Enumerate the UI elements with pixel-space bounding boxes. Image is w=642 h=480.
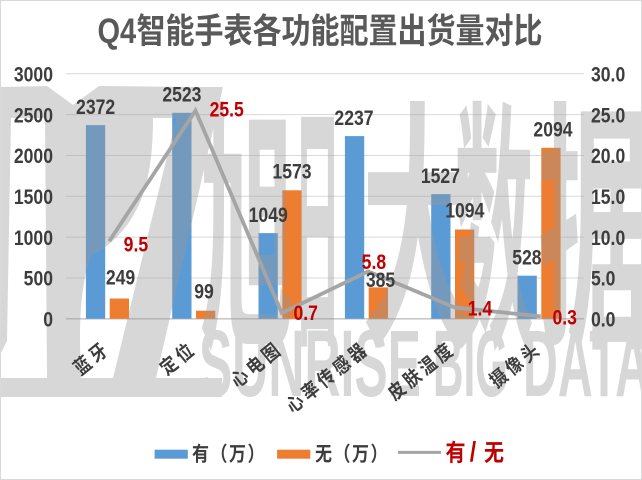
svg-text:1500: 1500 xyxy=(14,186,53,210)
svg-text:1527: 1527 xyxy=(421,165,460,189)
svg-text:30.0: 30.0 xyxy=(591,63,625,87)
svg-text:/: / xyxy=(470,437,476,467)
svg-text:DATA: DATA xyxy=(523,311,641,417)
svg-text:Q4: Q4 xyxy=(98,11,137,50)
svg-text:0: 0 xyxy=(43,308,53,332)
svg-text:0.3: 0.3 xyxy=(552,306,577,330)
svg-text:5.8: 5.8 xyxy=(362,251,387,275)
svg-text:20.0: 20.0 xyxy=(591,145,625,169)
svg-text:528: 528 xyxy=(512,246,542,270)
svg-text:25.5: 25.5 xyxy=(210,98,244,122)
svg-text:5.0: 5.0 xyxy=(591,267,615,291)
svg-text:500: 500 xyxy=(24,267,53,291)
svg-text:2237: 2237 xyxy=(334,107,373,131)
svg-text:SUNRISE: SUNRISE xyxy=(199,311,421,417)
svg-text:1573: 1573 xyxy=(272,160,311,184)
svg-text:2500: 2500 xyxy=(14,104,53,128)
svg-text:0.7: 0.7 xyxy=(293,302,317,326)
svg-text:385: 385 xyxy=(366,269,396,293)
svg-text:1.4: 1.4 xyxy=(468,297,493,321)
svg-text:9.5: 9.5 xyxy=(124,233,149,257)
svg-text:2094: 2094 xyxy=(533,118,572,142)
svg-text:25.0: 25.0 xyxy=(591,104,625,128)
svg-text:249: 249 xyxy=(106,266,136,290)
svg-text:2000: 2000 xyxy=(14,145,53,169)
svg-text:3000: 3000 xyxy=(14,63,53,87)
svg-text:0.0: 0.0 xyxy=(591,308,615,332)
svg-text:99: 99 xyxy=(194,280,214,304)
svg-text:10.0: 10.0 xyxy=(591,226,625,250)
svg-text:15.0: 15.0 xyxy=(591,186,625,210)
svg-text:2523: 2523 xyxy=(162,83,201,107)
svg-text:2372: 2372 xyxy=(76,95,115,119)
svg-text:BIG: BIG xyxy=(433,311,508,417)
svg-text:1094: 1094 xyxy=(445,199,484,223)
svg-text:1049: 1049 xyxy=(249,203,288,227)
svg-text:1000: 1000 xyxy=(14,226,53,250)
